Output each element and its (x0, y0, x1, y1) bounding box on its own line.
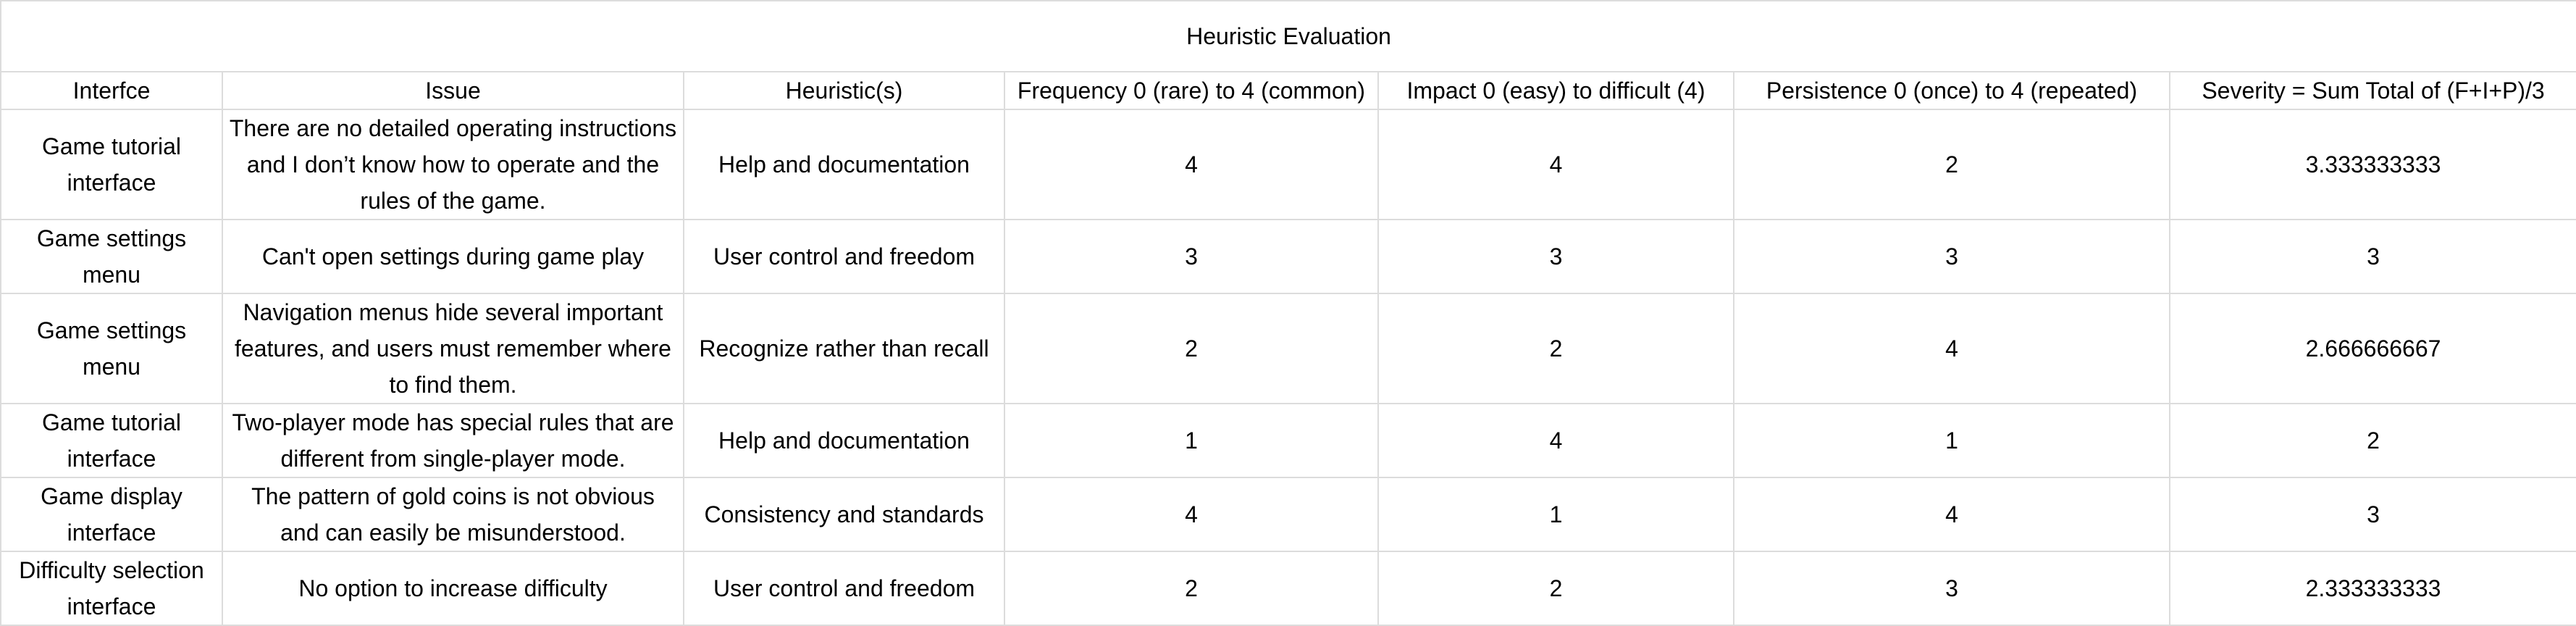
cell-interface[interactable]: Game display interface (0, 477, 223, 552)
cell-persistence[interactable]: 3 (1733, 219, 2170, 294)
cell-persistence[interactable]: 4 (1733, 477, 2170, 552)
cell-issue[interactable]: No option to increase difficulty (222, 551, 684, 626)
cell-issue[interactable]: Two-player mode has special rules that a… (222, 403, 684, 478)
cell-interface[interactable]: Game tutorial interface (0, 403, 223, 478)
cell-issue[interactable]: There are no detailed operating instruct… (222, 109, 684, 220)
cell-interface[interactable]: Game tutorial interface (0, 109, 223, 220)
cell-frequency[interactable]: 3 (1004, 219, 1379, 294)
cell-issue[interactable]: The pattern of gold coins is not obvious… (222, 477, 684, 552)
cell-severity[interactable]: 2 (2168, 403, 2576, 478)
table-row: Difficulty selection interface No option… (0, 551, 2576, 626)
cell-interface[interactable]: Difficulty selection interface (0, 551, 223, 626)
cell-heuristic[interactable]: User control and freedom (683, 551, 1005, 626)
cell-heuristic[interactable]: Help and documentation (683, 403, 1005, 478)
cell-severity[interactable]: 3 (2168, 477, 2576, 552)
header-impact[interactable]: Impact 0 (easy) to difficult (4) (1377, 71, 1734, 110)
cell-impact[interactable]: 2 (1377, 293, 1734, 404)
header-interface[interactable]: Interfce (0, 71, 223, 110)
cell-heuristic[interactable]: User control and freedom (683, 219, 1005, 294)
cell-impact[interactable]: 2 (1377, 551, 1734, 626)
table-row: Game display interface The pattern of go… (0, 477, 2576, 552)
table-row: Game settings menu Navigation menus hide… (0, 293, 2576, 404)
header-issue[interactable]: Issue (222, 71, 684, 110)
cell-frequency[interactable]: 1 (1004, 403, 1379, 478)
cell-severity[interactable]: 3.333333333 (2168, 109, 2576, 220)
table-title[interactable]: Heuristic Evaluation (0, 0, 2576, 72)
header-persistence[interactable]: Persistence 0 (once) to 4 (repeated) (1733, 71, 2170, 110)
cell-heuristic[interactable]: Consistency and standards (683, 477, 1005, 552)
cell-impact[interactable]: 4 (1377, 109, 1734, 220)
table-row: Game tutorial interface There are no det… (0, 109, 2576, 220)
cell-issue[interactable]: Navigation menus hide several important … (222, 293, 684, 404)
header-row: Interfce Issue Heuristic(s) Frequency 0 … (0, 71, 2576, 110)
cell-persistence[interactable]: 2 (1733, 109, 2170, 220)
cell-severity[interactable]: 2.666666667 (2168, 293, 2576, 404)
cell-frequency[interactable]: 2 (1004, 551, 1379, 626)
title-row: Heuristic Evaluation (0, 0, 2576, 72)
cell-impact[interactable]: 1 (1377, 477, 1734, 552)
cell-heuristic[interactable]: Recognize rather than recall (683, 293, 1005, 404)
cell-severity[interactable]: 2.333333333 (2168, 551, 2576, 626)
cell-interface[interactable]: Game settings menu (0, 293, 223, 404)
cell-impact[interactable]: 4 (1377, 403, 1734, 478)
cell-impact[interactable]: 3 (1377, 219, 1734, 294)
header-frequency[interactable]: Frequency 0 (rare) to 4 (common) (1004, 71, 1379, 110)
header-heuristic[interactable]: Heuristic(s) (683, 71, 1005, 110)
table-row: Game settings menu Can't open settings d… (0, 219, 2576, 294)
table-row: Game tutorial interface Two-player mode … (0, 403, 2576, 478)
cell-persistence[interactable]: 4 (1733, 293, 2170, 404)
cell-frequency[interactable]: 2 (1004, 293, 1379, 404)
cell-persistence[interactable]: 3 (1733, 551, 2170, 626)
cell-heuristic[interactable]: Help and documentation (683, 109, 1005, 220)
cell-frequency[interactable]: 4 (1004, 109, 1379, 220)
cell-interface[interactable]: Game settings menu (0, 219, 223, 294)
cell-persistence[interactable]: 1 (1733, 403, 2170, 478)
cell-frequency[interactable]: 4 (1004, 477, 1379, 552)
cell-issue[interactable]: Can't open settings during game play (222, 219, 684, 294)
cell-severity[interactable]: 3 (2168, 219, 2576, 294)
header-severity[interactable]: Severity = Sum Total of (F+I+P)/3 (2168, 71, 2576, 110)
